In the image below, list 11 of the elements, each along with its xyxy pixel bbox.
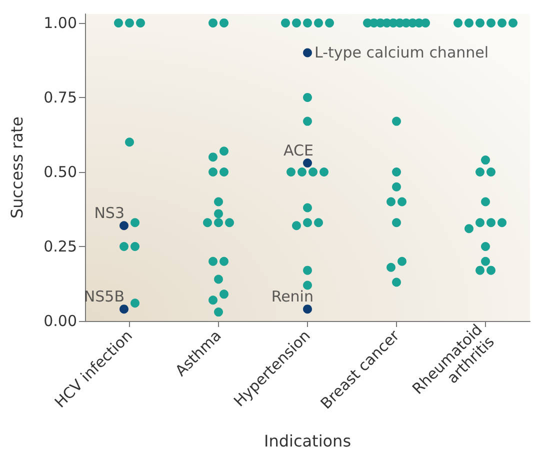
x-axis-title: Indications — [264, 432, 352, 450]
annotation: NS3 — [94, 204, 124, 222]
y-tick-label: 0.50 — [44, 162, 77, 181]
y-tick-label: 0.25 — [44, 237, 77, 256]
annotation: L-type calcium channel — [314, 44, 489, 62]
annotation: ACE — [284, 142, 314, 160]
y-tick-label: 1.00 — [44, 14, 77, 32]
y-tick-label: 0.75 — [44, 88, 77, 106]
annotation: Renin — [271, 288, 314, 306]
y-axis-title: Success rate — [8, 116, 26, 218]
y-tick-label: 0.00 — [44, 312, 77, 330]
